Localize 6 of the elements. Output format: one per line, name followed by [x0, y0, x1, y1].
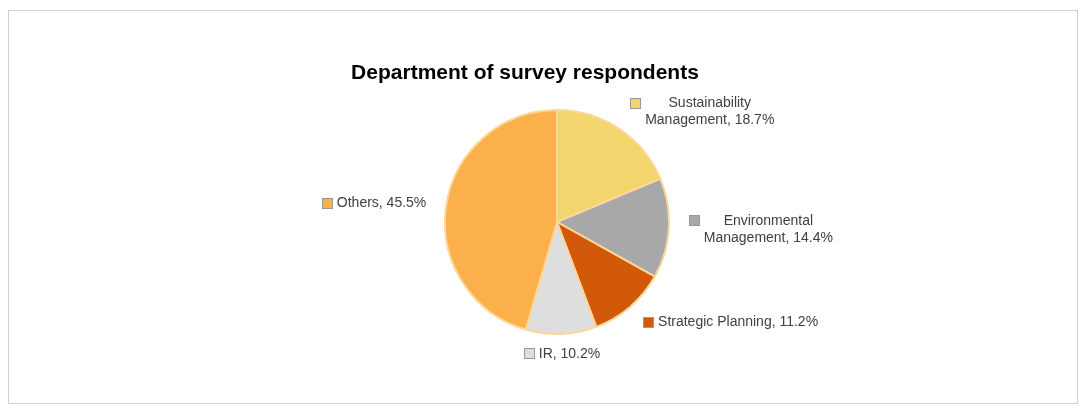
legend-label: Strategic Planning, 11.2%	[658, 312, 819, 329]
chart-title: Department of survey respondents	[350, 60, 700, 84]
legend-label: IR, 10.2%	[538, 344, 601, 361]
legend-label: Others, 45.5%	[336, 194, 427, 211]
legend-label: Environmental Management, 14.4%	[703, 211, 833, 245]
legend-label: Sustainability Management, 18.7%	[645, 94, 775, 128]
